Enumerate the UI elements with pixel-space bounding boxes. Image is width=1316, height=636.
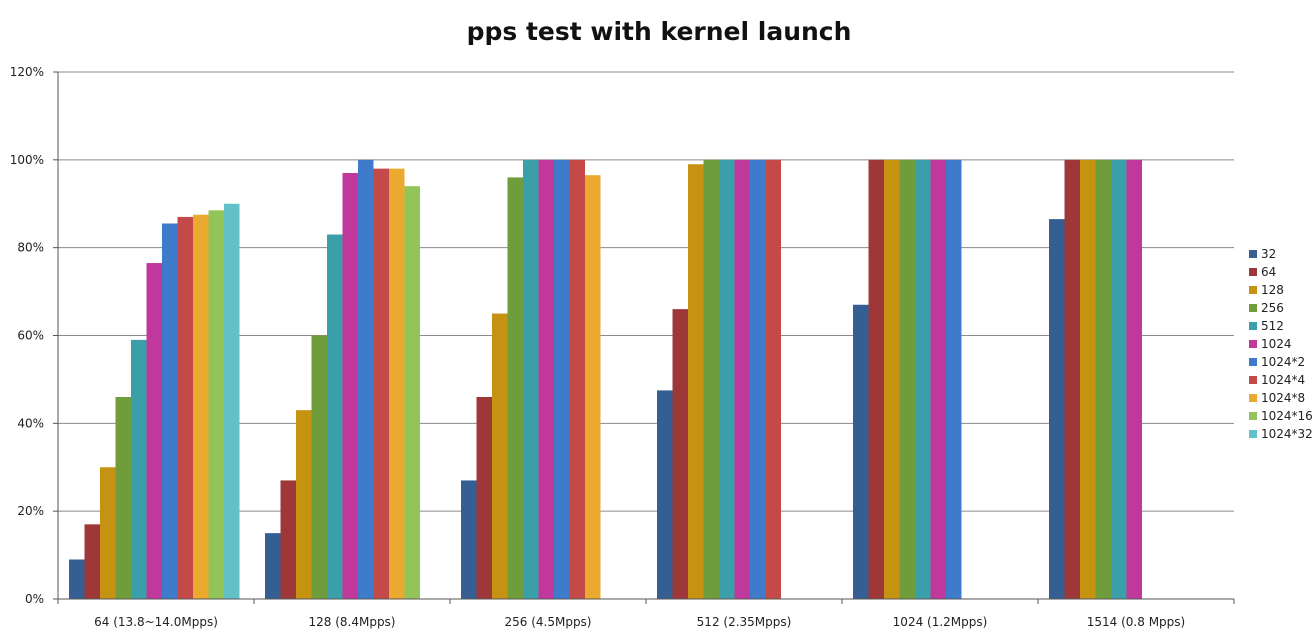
legend-swatch bbox=[1249, 376, 1257, 384]
bar-1024x2-3 bbox=[750, 159, 766, 599]
bars bbox=[69, 159, 1142, 600]
x-tick-label: 1514 (0.8 Mpps) bbox=[1087, 615, 1185, 629]
bar-32-1 bbox=[265, 533, 281, 600]
x-tick-label: 512 (2.35Mpps) bbox=[697, 615, 792, 629]
bar-1024-4 bbox=[930, 159, 946, 599]
bar-64-2 bbox=[476, 396, 492, 599]
legend-label: 64 bbox=[1261, 265, 1276, 279]
legend-label: 1024*16 bbox=[1261, 409, 1313, 423]
bar-128-2 bbox=[492, 313, 508, 599]
bar-256-2 bbox=[507, 177, 523, 599]
y-tick-label: 20% bbox=[17, 504, 44, 518]
x-axis-tick-labels: 64 (13.8~14.0Mpps) 128 (8.4Mpps) 256 (4.5M… bbox=[94, 615, 1185, 629]
bar-1024x4-0 bbox=[177, 216, 193, 599]
legend-swatch bbox=[1249, 340, 1257, 348]
bar-1024x4-3 bbox=[765, 159, 781, 599]
x-tick-label: 64 (13.8~14.0Mpps) bbox=[94, 615, 218, 629]
legend-label: 128 bbox=[1261, 283, 1284, 297]
bar-1024-5 bbox=[1126, 159, 1142, 599]
y-tick-label: 80% bbox=[17, 241, 44, 255]
legend-label: 256 bbox=[1261, 301, 1284, 315]
gridlines bbox=[58, 71, 1234, 512]
bar-1024-3 bbox=[734, 159, 750, 599]
legend-swatch bbox=[1249, 268, 1257, 276]
bar-1024-2 bbox=[538, 159, 554, 599]
bar-1024x16-1 bbox=[404, 186, 420, 599]
bar-1024x4-2 bbox=[569, 159, 585, 599]
bar-1024x8-2 bbox=[585, 175, 601, 599]
bar-1024x8-0 bbox=[193, 214, 209, 600]
bar-64-3 bbox=[672, 309, 688, 599]
bar-64-1 bbox=[280, 480, 296, 599]
bar-1024x8-1 bbox=[389, 168, 405, 599]
bar-1024-0 bbox=[146, 263, 162, 599]
y-tick-label: 100% bbox=[10, 153, 44, 167]
y-tick-label: 40% bbox=[17, 416, 44, 430]
legend-label: 1024*4 bbox=[1261, 373, 1305, 387]
bar-32-2 bbox=[461, 480, 477, 599]
legend: 32 64 128 256 512 1024 1024*2 1024*4 1024*8 1024*… bbox=[1249, 247, 1313, 441]
bar-1024x4-1 bbox=[373, 168, 389, 599]
bar-32-5 bbox=[1049, 219, 1065, 599]
x-tick-label: 1024 (1.2Mpps) bbox=[893, 615, 988, 629]
bar-128-5 bbox=[1080, 159, 1096, 599]
y-tick-label: 0% bbox=[25, 592, 44, 606]
legend-label: 1024*32 bbox=[1261, 427, 1313, 441]
bar-256-1 bbox=[311, 335, 327, 599]
legend-label: 1024 bbox=[1261, 337, 1292, 351]
y-axis-tick-labels: 0% 20% 40% 60% 80% 100% 120% bbox=[10, 65, 44, 606]
x-tick-label: 256 (4.5Mpps) bbox=[504, 615, 591, 629]
bar-1024x2-1 bbox=[358, 159, 374, 599]
bar-512-3 bbox=[719, 159, 735, 599]
bar-1024-1 bbox=[342, 173, 358, 599]
legend-label: 512 bbox=[1261, 319, 1284, 333]
bar-32-0 bbox=[69, 559, 85, 599]
bar-512-4 bbox=[915, 159, 931, 599]
bar-512-2 bbox=[523, 159, 539, 599]
bar-1024x2-2 bbox=[554, 159, 570, 599]
axes bbox=[53, 71, 1235, 604]
legend-swatch bbox=[1249, 250, 1257, 258]
bar-512-0 bbox=[131, 339, 147, 599]
bar-1024x2-0 bbox=[162, 223, 178, 599]
chart-title: pps test with kernel launch bbox=[467, 17, 852, 46]
bar-128-1 bbox=[296, 410, 312, 599]
legend-label: 32 bbox=[1261, 247, 1276, 261]
bar-32-4 bbox=[853, 304, 869, 599]
bar-1024x32-0 bbox=[224, 203, 240, 599]
bar-256-5 bbox=[1095, 159, 1111, 599]
bar-64-5 bbox=[1064, 159, 1080, 599]
bar-1024x2-4 bbox=[946, 159, 962, 599]
bar-64-0 bbox=[84, 524, 100, 599]
bar-512-1 bbox=[327, 234, 343, 600]
bar-512-5 bbox=[1111, 159, 1127, 599]
y-tick-label: 120% bbox=[10, 65, 44, 79]
bar-128-3 bbox=[688, 164, 704, 600]
x-tick-label: 128 (8.4Mpps) bbox=[308, 615, 395, 629]
bar-1024x16-0 bbox=[208, 210, 224, 599]
bar-256-0 bbox=[115, 396, 131, 599]
legend-swatch bbox=[1249, 412, 1257, 420]
legend-label: 1024*2 bbox=[1261, 355, 1305, 369]
bar-32-3 bbox=[657, 390, 673, 599]
legend-label: 1024*8 bbox=[1261, 391, 1305, 405]
bar-256-4 bbox=[899, 159, 915, 599]
bar-128-4 bbox=[884, 159, 900, 599]
bar-64-4 bbox=[868, 159, 884, 599]
legend-swatch bbox=[1249, 322, 1257, 330]
legend-swatch bbox=[1249, 286, 1257, 294]
legend-swatch bbox=[1249, 394, 1257, 402]
bar-256-3 bbox=[703, 159, 719, 599]
legend-swatch bbox=[1249, 358, 1257, 366]
legend-swatch bbox=[1249, 430, 1257, 438]
bar-128-0 bbox=[100, 467, 116, 599]
y-tick-label: 60% bbox=[17, 329, 44, 343]
legend-swatch bbox=[1249, 304, 1257, 312]
